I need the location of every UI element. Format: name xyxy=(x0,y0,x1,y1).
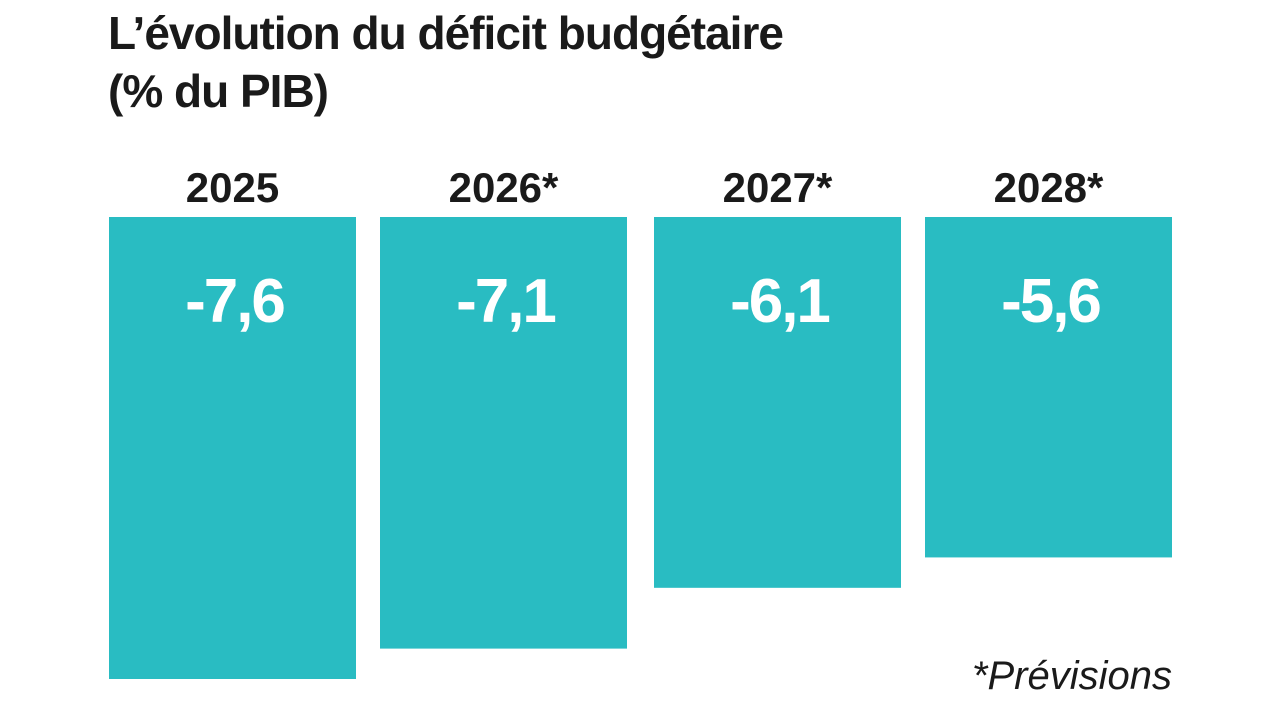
bar xyxy=(380,217,627,649)
value-label: -5,6 xyxy=(1001,267,1100,336)
footnote: *Prévisions xyxy=(971,654,1172,698)
bar xyxy=(925,217,1172,558)
chart-title-line1: L’évolution du déficit budgétaire xyxy=(108,7,784,59)
bar xyxy=(109,217,356,679)
bar xyxy=(654,217,901,588)
category-label: 2026* xyxy=(449,164,559,211)
category-label: 2025 xyxy=(186,164,279,211)
category-label: 2028* xyxy=(994,164,1104,211)
chart-title: L’évolution du déficit budgétaire (% du … xyxy=(108,4,784,120)
chart-title-line2: (% du PIB) xyxy=(108,65,329,117)
value-label: -7,1 xyxy=(456,267,555,336)
category-label: 2027* xyxy=(723,164,833,211)
value-label: -7,6 xyxy=(185,267,284,336)
value-label: -6,1 xyxy=(730,267,829,336)
